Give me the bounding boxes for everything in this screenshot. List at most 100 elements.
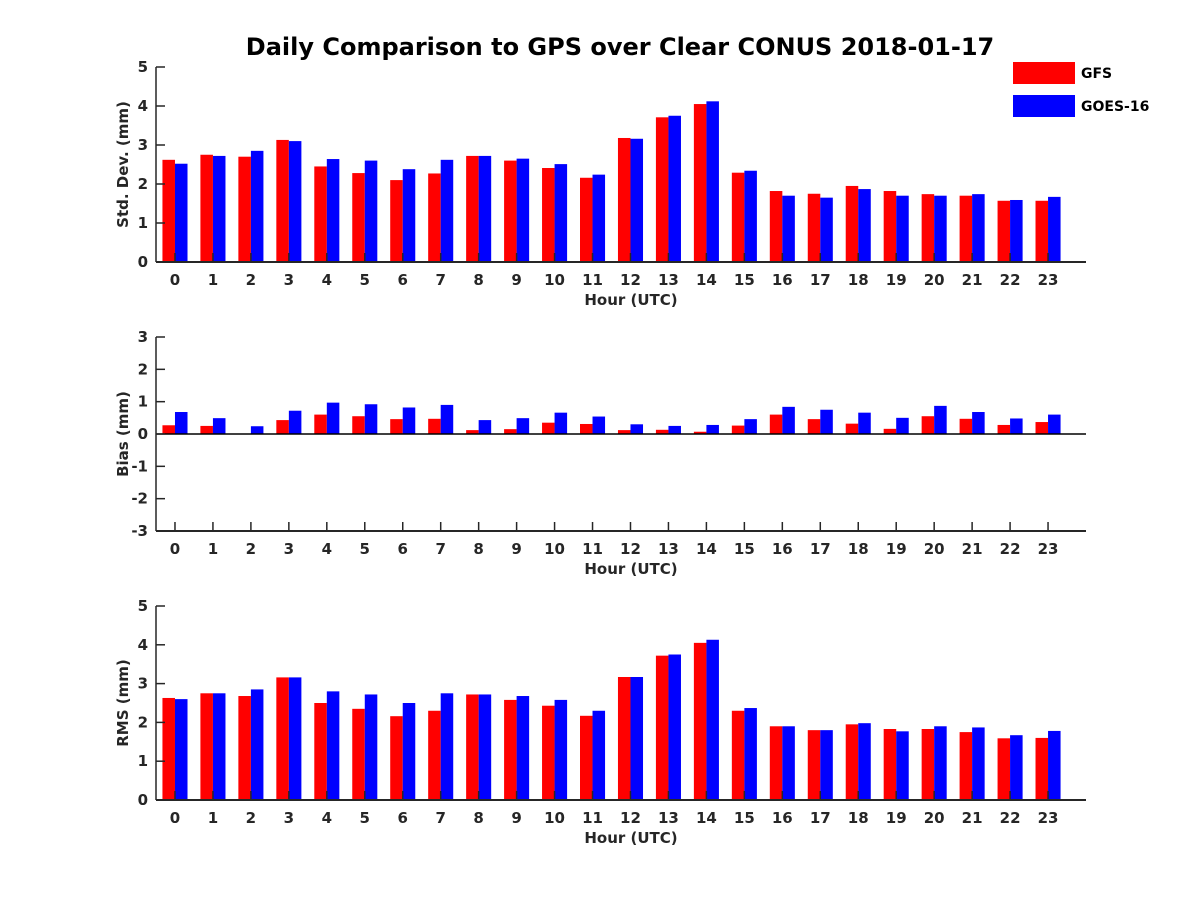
x-tick-label: 3 [284,540,294,558]
bar-gfs-hour-17 [807,419,821,434]
y-axis-label: RMS (mm) [114,659,132,746]
x-tick-label: 2 [246,540,256,558]
bar-gfs-hour-5 [352,173,365,262]
x-tick-label: 20 [924,809,945,827]
bar-goes-16-hour-19 [896,731,909,800]
x-tick-label: 9 [511,271,521,289]
x-tick-label: 4 [322,540,332,558]
bar-goes-16-hour-2 [250,150,264,262]
legend-swatch-gfs [1013,62,1075,84]
bar-goes-16-hour-5 [364,694,378,800]
bar-gfs-hour-21 [959,732,973,800]
bar-gfs-hour-2 [238,156,251,262]
bar-goes-16-hour-9 [516,696,530,800]
y-tick-label: -2 [131,490,148,508]
bar-gfs-hour-10 [542,705,555,800]
legend: GFS GOES-16 [1013,62,1149,117]
bar-gfs-hour-0 [162,425,175,434]
bar-gfs-hour-5 [352,708,365,800]
bar-goes-16-hour-8 [478,694,492,800]
x-tick-label: 8 [473,809,483,827]
bar-goes-16-hour-20 [934,405,947,434]
x-tick-label: 10 [544,540,565,558]
bar-goes-16-hour-10 [554,699,568,800]
bar-goes-16-hour-22 [1010,735,1023,800]
x-tick-label: 11 [582,809,603,827]
bar-gfs-hour-17 [807,193,821,262]
bar-gfs-hour-15 [731,172,745,262]
bar-goes-16-hour-2 [250,689,264,800]
x-axis-label: Hour (UTC) [584,560,677,578]
bar-gfs-hour-5 [352,416,365,434]
bar-goes-16-hour-20 [934,195,947,262]
x-tick-label: 21 [962,540,983,558]
x-tick-label: 21 [962,271,983,289]
y-tick-label: 5 [138,58,148,76]
x-tick-label: 19 [886,540,907,558]
bar-gfs-hour-21 [959,195,973,262]
bar-gfs-hour-8 [466,155,479,262]
y-tick-label: 4 [138,636,148,654]
y-axis-label: Std. Dev. (mm) [114,101,132,228]
legend-swatch-goes-16 [1013,95,1075,117]
bar-goes-16-hour-3 [288,677,302,800]
bar-goes-16-hour-3 [288,141,302,262]
x-tick-label: 14 [696,540,717,558]
x-tick-label: 0 [170,809,180,827]
x-tick-label: 1 [208,540,218,558]
x-tick-label: 12 [620,271,641,289]
x-tick-label: 16 [772,540,793,558]
bar-goes-16-hour-10 [554,164,568,262]
bar-gfs-hour-11 [580,177,593,262]
bar-goes-16-hour-9 [516,158,530,262]
bar-gfs-hour-12 [617,137,631,262]
x-tick-label: 14 [696,809,717,827]
bar-gfs-hour-14 [693,642,707,800]
y-tick-label: 5 [138,597,148,615]
x-tick-label: 10 [544,809,565,827]
x-tick-label: 15 [734,271,755,289]
y-tick-label: -3 [131,522,148,540]
bar-goes-16-hour-22 [1010,199,1023,262]
bar-gfs-hour-23 [1035,422,1049,434]
bar-gfs-hour-1 [200,154,213,262]
bar-gfs-hour-13 [655,429,669,434]
bar-goes-16-hour-16 [782,726,795,800]
bar-gfs-hour-14 [693,104,707,262]
bar-gfs-hour-23 [1035,200,1049,262]
y-tick-label: 0 [138,791,148,809]
x-tick-label: 11 [582,540,603,558]
bar-goes-16-hour-14 [706,424,719,434]
x-tick-label: 13 [658,271,679,289]
bar-goes-16-hour-16 [782,406,795,434]
bar-gfs-hour-7 [428,418,441,434]
bar-gfs-hour-15 [731,710,745,800]
x-tick-label: 20 [924,540,945,558]
bar-goes-16-hour-4 [326,159,340,262]
bar-gfs-hour-6 [390,716,403,800]
y-tick-label: 2 [138,175,148,193]
bar-goes-16-hour-6 [402,703,416,800]
bar-goes-16-hour-18 [858,723,871,800]
x-tick-label: 5 [360,271,370,289]
x-tick-label: 9 [511,540,521,558]
x-tick-label: 7 [435,271,445,289]
x-tick-label: 22 [1000,271,1021,289]
bar-gfs-hour-7 [428,710,441,800]
bar-gfs-hour-18 [845,724,859,800]
bar-goes-16-hour-2 [250,426,264,434]
bar-goes-16-hour-18 [858,189,871,262]
x-tick-label: 15 [734,540,755,558]
bar-goes-16-hour-21 [972,727,985,800]
bar-gfs-hour-16 [769,414,783,434]
x-tick-label: 4 [322,271,332,289]
bar-gfs-hour-8 [466,430,479,434]
bar-goes-16-hour-7 [440,159,454,262]
y-tick-label: 4 [138,97,148,115]
x-tick-label: 15 [734,809,755,827]
x-tick-label: 19 [886,809,907,827]
bar-goes-16-hour-14 [706,101,719,262]
x-tick-label: 10 [544,271,565,289]
bar-gfs-hour-17 [807,730,821,800]
